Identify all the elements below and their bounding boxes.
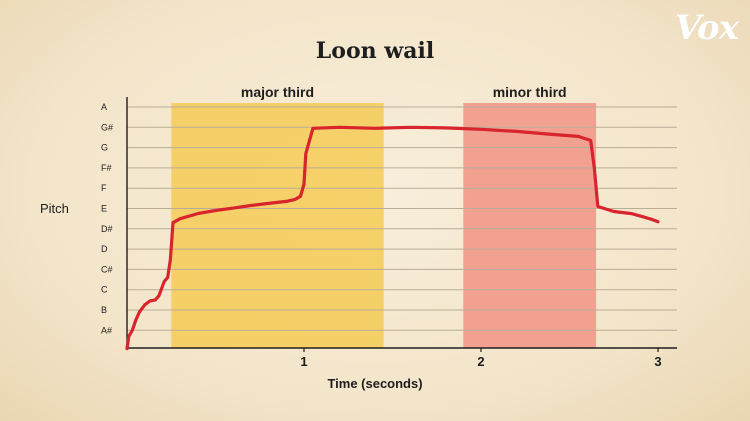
y-axis-label: Pitch — [40, 201, 69, 216]
region-label-2: minor third — [493, 84, 567, 100]
y-tick-label: G# — [101, 122, 113, 132]
y-tick-label: F# — [101, 163, 112, 173]
x-tick-label: 3 — [654, 354, 661, 369]
vox-logo: Vox — [674, 8, 739, 48]
chart-title: Loon wail — [315, 38, 435, 64]
region-label-1: major third — [241, 84, 314, 100]
y-tick-label: B — [101, 305, 107, 315]
y-tick-label: E — [101, 204, 107, 214]
region-1 — [171, 103, 384, 348]
y-tick-label: D — [101, 244, 108, 254]
y-tick-label: A# — [101, 325, 112, 335]
x-tick-label: 2 — [477, 354, 484, 369]
y-tick-label: C# — [101, 264, 113, 274]
y-tick-label: D# — [101, 224, 113, 234]
x-tick-label: 1 — [300, 354, 307, 369]
y-tick-label: C — [101, 285, 108, 295]
series-line-1 — [125, 125, 660, 351]
y-tick-label: G — [101, 143, 108, 153]
y-tick-label: F — [101, 183, 107, 193]
x-axis-label: Time (seconds) — [327, 376, 423, 391]
region-2 — [463, 103, 597, 348]
y-tick-label: A — [101, 102, 107, 112]
